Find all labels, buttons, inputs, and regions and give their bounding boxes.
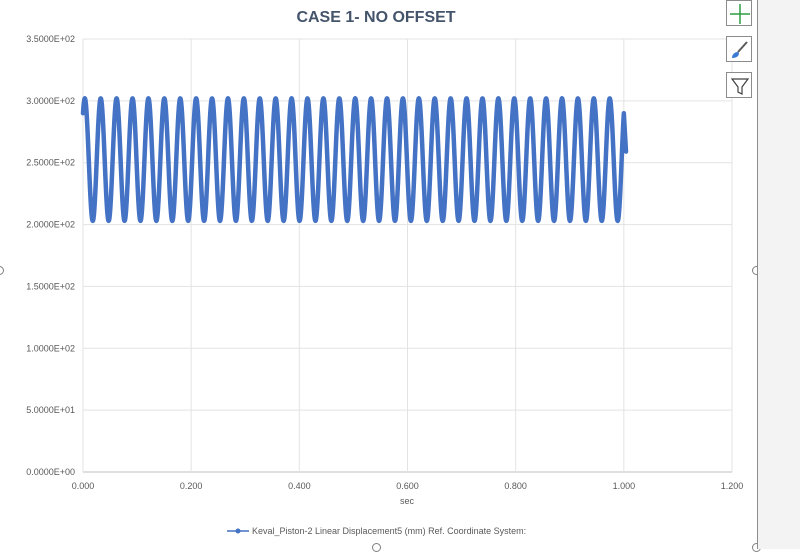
x-tick-label: 0.400 (288, 481, 311, 491)
plot-area (80, 96, 629, 224)
y-tick-label: 5.0000E+01 (26, 405, 75, 415)
chart-svg: CASE 1- NO OFFSET 0.0000E+00 5.0000E+01 1.… (26, 9, 744, 536)
sheet-column-border (757, 0, 758, 549)
x-tick-label: 0.800 (504, 481, 527, 491)
filter-icon (730, 78, 750, 95)
y-tick-label: 3.0000E+02 (26, 96, 75, 106)
x-axis-label: sec (400, 496, 415, 506)
x-tick-label: 0.200 (180, 481, 203, 491)
chart-area[interactable]: CASE 1- NO OFFSET 0.0000E+00 5.0000E+01 1.… (0, 0, 760, 549)
legend-marker (235, 528, 241, 534)
worksheet-area[interactable] (758, 0, 800, 549)
chart-title: CASE 1- NO OFFSET (296, 9, 455, 26)
series-line[interactable] (80, 96, 629, 224)
x-tick-label: 0.600 (396, 481, 419, 491)
legend: Keval_Piston-2 Linear Displacement5 (mm)… (227, 526, 526, 536)
plus-icon (730, 4, 750, 24)
y-tick-label: 2.0000E+02 (26, 220, 75, 230)
x-tick-label: 1.200 (721, 481, 744, 491)
x-axis-ticks: 0.000 0.200 0.400 0.600 0.800 1.000 1.200 (72, 481, 744, 491)
paintbrush-icon (732, 41, 748, 58)
x-tick-label: 1.000 (613, 481, 636, 491)
resize-handle-bottom[interactable] (372, 543, 381, 552)
y-tick-label: 1.0000E+02 (26, 343, 75, 353)
y-axis-ticks: 0.0000E+00 5.0000E+01 1.0000E+02 1.5000E+02… (26, 34, 75, 477)
chart-styles-button[interactable] (726, 36, 752, 62)
y-tick-label: 0.0000E+00 (26, 467, 75, 477)
y-tick-label: 2.5000E+02 (26, 158, 75, 168)
y-tick-label: 1.5000E+02 (26, 281, 75, 291)
chart-filters-button[interactable] (726, 72, 752, 98)
x-tick-label: 0.000 (72, 481, 95, 491)
y-tick-label: 3.5000E+02 (26, 34, 75, 44)
chart-elements-button[interactable] (726, 0, 752, 26)
legend-label: Keval_Piston-2 Linear Displacement5 (mm)… (252, 526, 526, 536)
